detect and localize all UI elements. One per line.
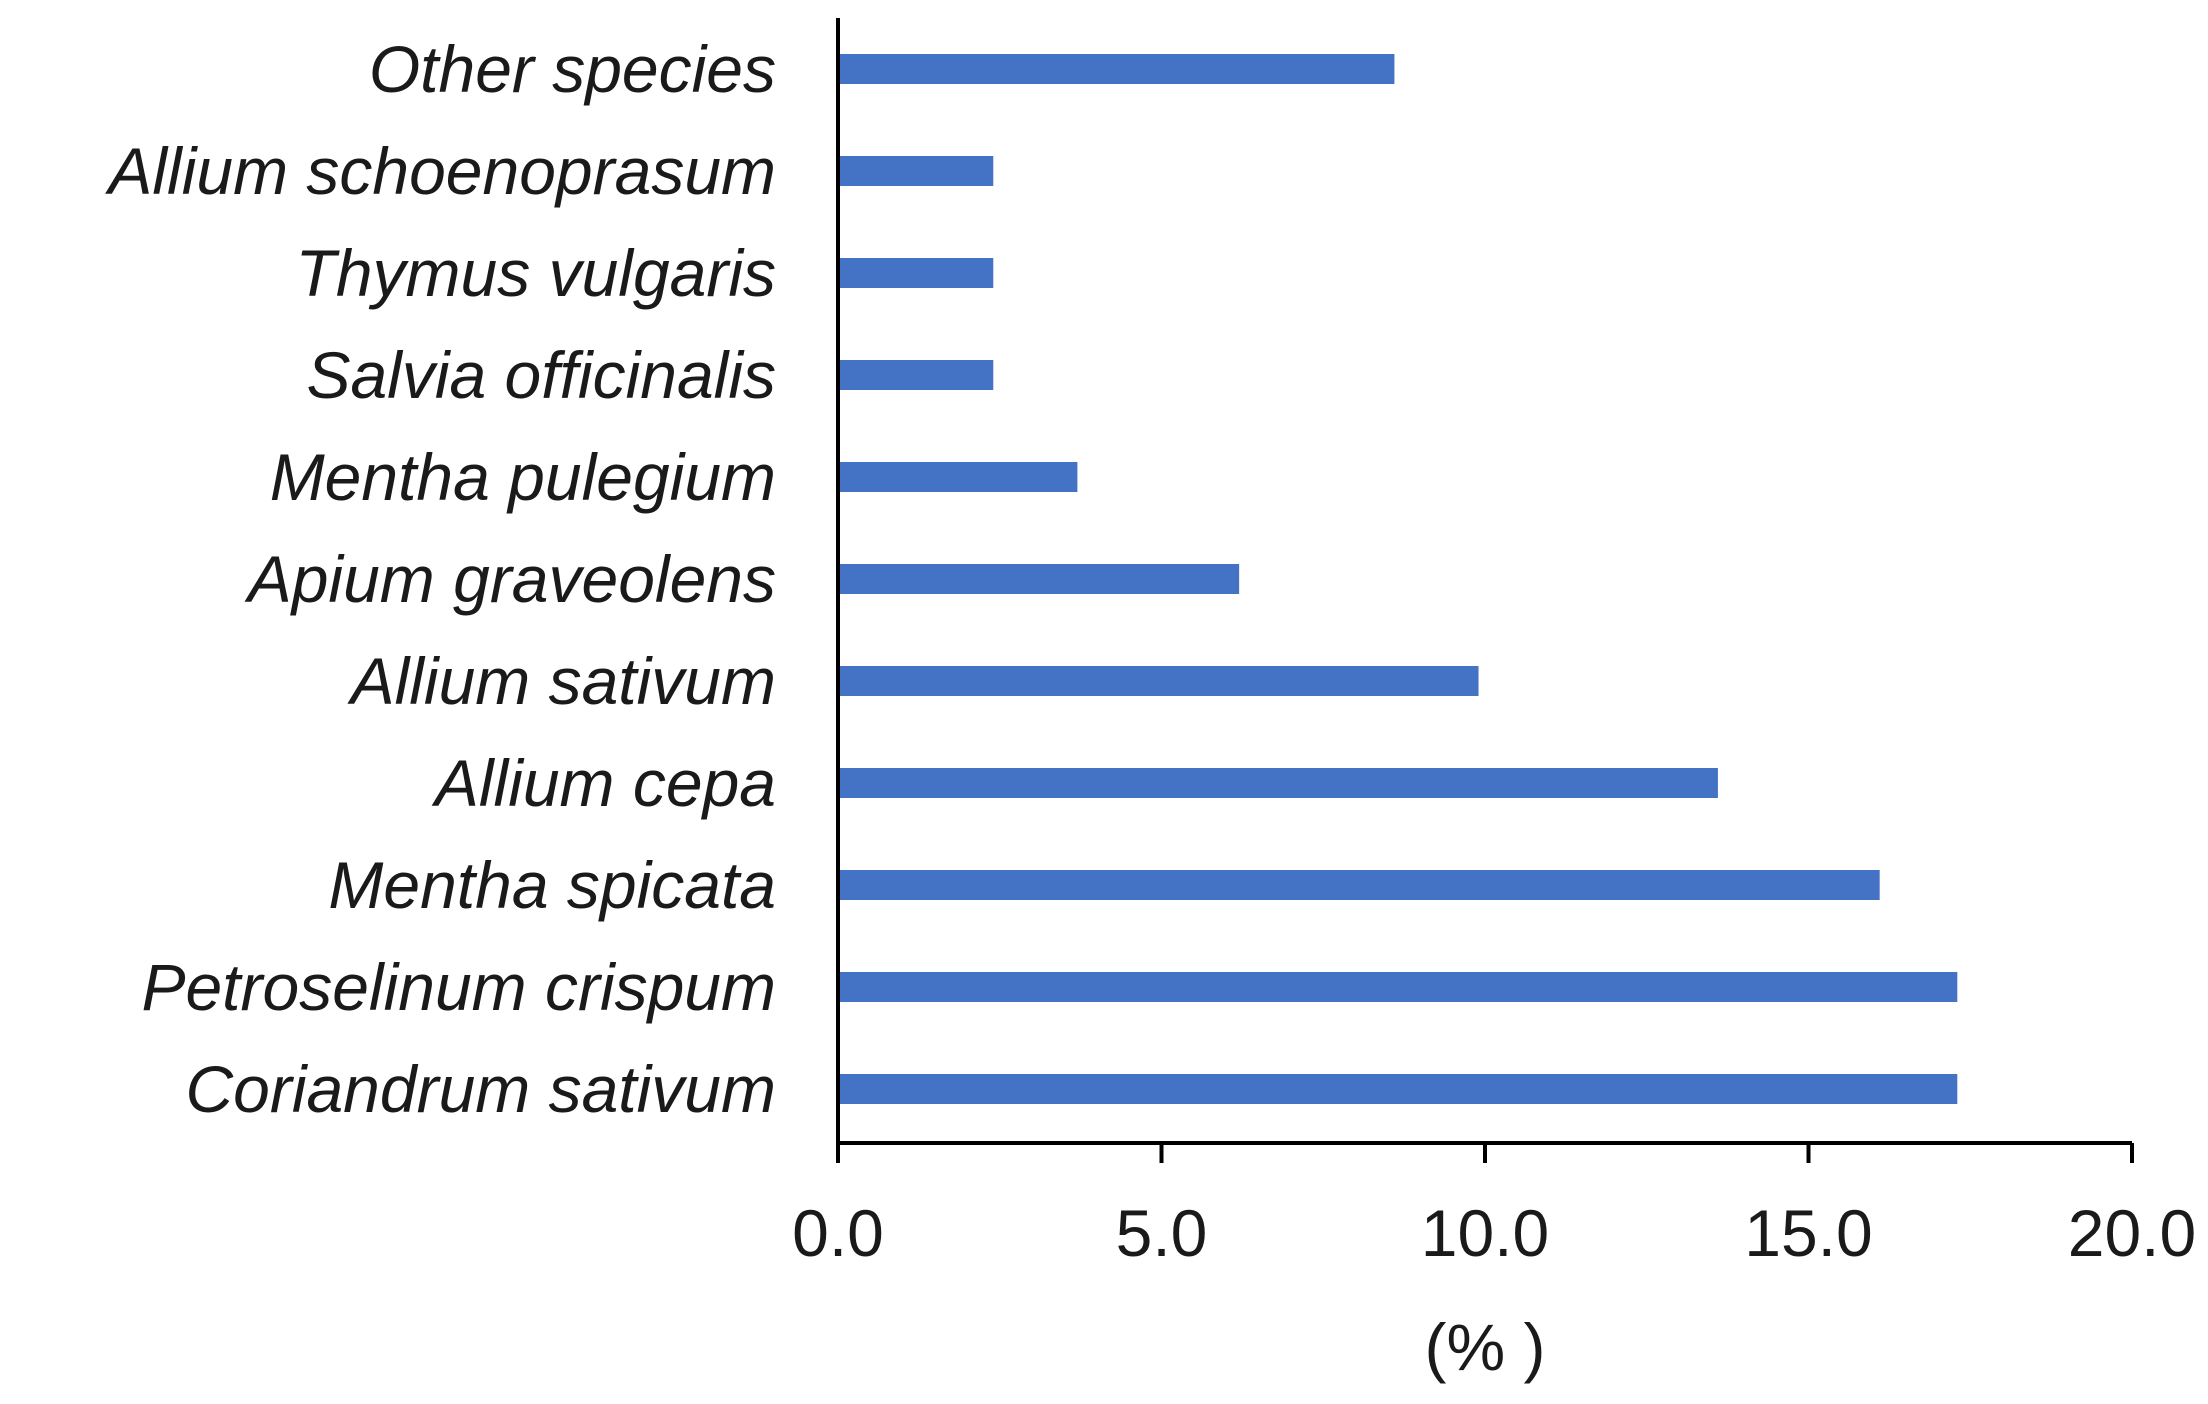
bar-coriandrum-sativum (838, 1074, 1958, 1104)
category-label: Petroselinum crispum (141, 950, 776, 1024)
bar-allium-schoenoprasum (838, 156, 994, 186)
x-ticks-group (836, 1143, 2134, 1163)
x-tick-label: 5.0 (1116, 1196, 1208, 1270)
bar-mentha-pulegium (838, 462, 1078, 492)
category-label: Salvia officinalis (306, 338, 776, 412)
category-label: Allium sativum (347, 644, 776, 718)
category-label: Mentha pulegium (270, 440, 776, 514)
x-tick-label: 10.0 (1421, 1196, 1549, 1270)
bar-mentha-spicata (838, 870, 1880, 900)
bar-apium-graveolens (838, 564, 1240, 594)
x-axis-title: (% ) (1425, 1310, 1546, 1384)
x-tick-label: 15.0 (1744, 1196, 1872, 1270)
category-label: Coriandrum sativum (185, 1052, 776, 1126)
bar-petroselinum-crispum (838, 972, 1958, 1002)
x-tick-labels-group: 0.0 5.0 10.0 15.0 20.0 (792, 1196, 2196, 1270)
bar-allium-sativum (838, 666, 1479, 696)
bar-other-species (838, 54, 1395, 84)
bars-group (838, 54, 1958, 1104)
category-label: Allium schoenoprasum (104, 134, 776, 208)
bar-thymus-vulgaris (838, 258, 994, 288)
bar-allium-cepa (838, 768, 1718, 798)
x-tick-label: 20.0 (2068, 1196, 2196, 1270)
category-label: Apium graveolens (244, 542, 776, 616)
category-labels-group: Other species Allium schoenoprasum Thymus … (104, 32, 776, 1126)
category-label: Other species (369, 32, 776, 106)
x-tick-label: 0.0 (792, 1196, 884, 1270)
category-label: Thymus vulgaris (296, 236, 776, 310)
category-label: Mentha spicata (328, 848, 776, 922)
bar-salvia-officinalis (838, 360, 994, 390)
category-label: Allium cepa (431, 746, 776, 820)
